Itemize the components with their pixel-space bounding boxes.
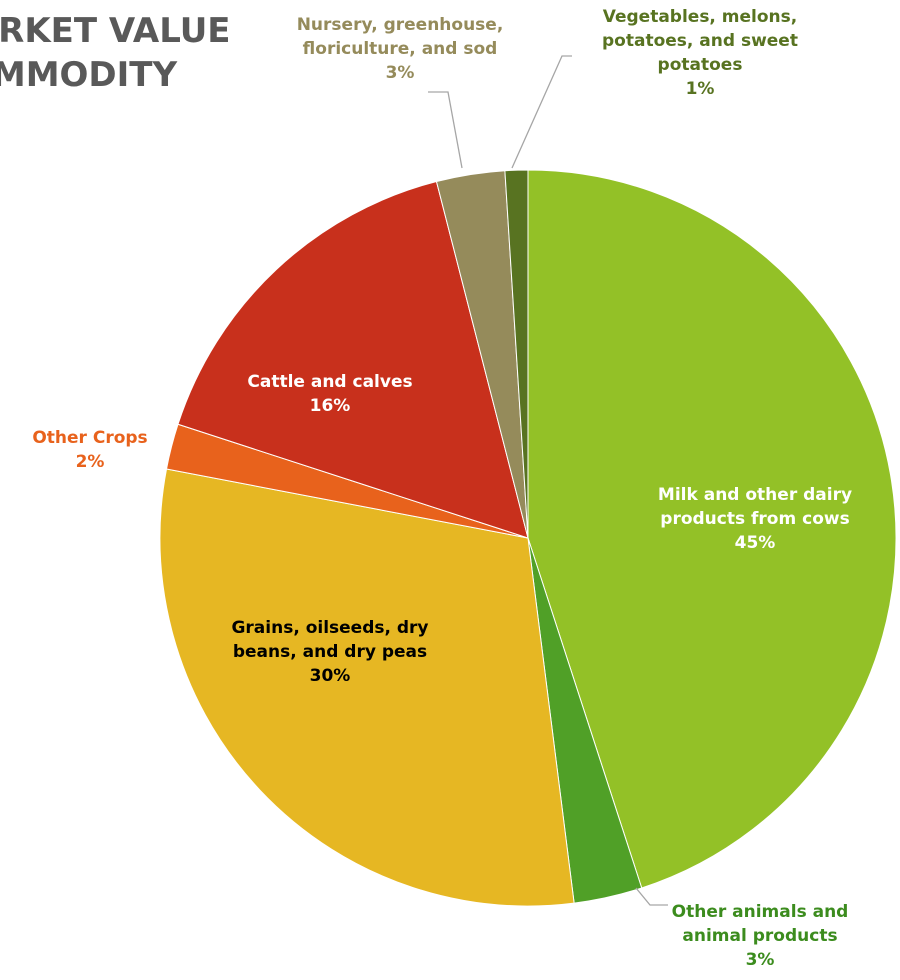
data-label-percent: 3% xyxy=(386,63,415,83)
data-label-percent: 3% xyxy=(746,950,775,970)
data-label-percent: 30% xyxy=(310,666,351,686)
data-label-line: animal products xyxy=(682,926,837,946)
leader-line-other-animals-and-animal-products xyxy=(635,887,668,906)
pie-slice-grains-oilseeds-dry-beans-and-dry-peas xyxy=(159,468,575,907)
data-label-line: floriculture, and sod xyxy=(303,39,498,59)
data-label-line: products from cows xyxy=(660,509,849,529)
chart-title-line-1: MARKET VALUE xyxy=(0,11,231,51)
leader-line-nursery-greenhouse-floriculture-and-sod xyxy=(428,91,463,169)
data-label-line: potatoes xyxy=(658,55,743,75)
data-label-line: Nursery, greenhouse, xyxy=(297,15,504,35)
data-label-line: beans, and dry peas xyxy=(233,642,427,662)
data-label-line: Grains, oilseeds, dry xyxy=(231,618,428,638)
leader-lines xyxy=(428,55,668,906)
data-label-vegetables-melons-potatoes-and-sweet-potatoes: Vegetables, melons, potatoes, and sweet po… xyxy=(602,7,798,99)
chart-title: MARKET VALUE COMMODITY xyxy=(0,10,238,97)
data-label-percent: 1% xyxy=(686,79,715,99)
data-label-line: Vegetables, melons, xyxy=(603,7,798,27)
data-label-percent: 16% xyxy=(310,396,351,416)
data-label-percent: 45% xyxy=(735,533,776,553)
data-label-nursery-greenhouse-floriculture-and-sod: Nursery, greenhouse, floriculture, and so… xyxy=(297,15,504,83)
data-label-other-animals-and-animal-products: Other animals and animal products 3% xyxy=(672,902,849,970)
data-label-line: potatoes, and sweet xyxy=(602,31,798,51)
data-label-milk-and-other-dairy-products-from-cows: Milk and other dairy products from cows 45… xyxy=(658,485,852,553)
data-label-cattle-and-calves: Cattle and calves 16% xyxy=(247,372,412,416)
data-label-line: Other Crops xyxy=(32,428,147,448)
data-label-percent: 2% xyxy=(76,452,105,472)
chart-title-line-2: COMMODITY xyxy=(0,54,178,95)
pie-slice-vegetables-melons-potatoes-and-sweet-potatoes xyxy=(504,169,529,539)
pie-slice-cattle-and-calves xyxy=(177,180,529,539)
pie-slices xyxy=(159,169,897,907)
data-label-other-crops: Other Crops 2% xyxy=(32,428,147,472)
data-label-line: Other animals and xyxy=(672,902,849,922)
data-label-line: Cattle and calves xyxy=(247,372,412,392)
data-label-line: Milk and other dairy xyxy=(658,485,852,505)
pie-slice-milk-and-other-dairy-products-from-cows xyxy=(527,169,897,889)
data-labels: Milk and other dairy products from cows 45… xyxy=(32,7,852,970)
data-label-grains-oilseeds-dry-beans-and-dry-peas: Grains, oilseeds, dry beans, and dry peas… xyxy=(231,618,428,686)
leader-line-vegetables-melons-potatoes-and-sweet-potatoes xyxy=(511,55,572,169)
